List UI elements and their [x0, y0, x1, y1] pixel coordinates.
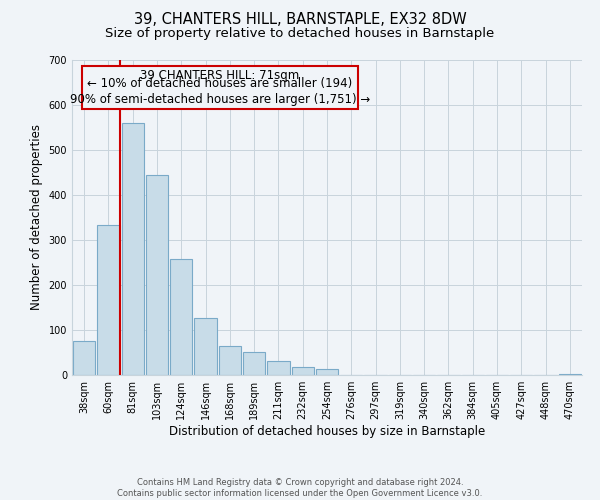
Bar — [243, 352, 265, 375]
Bar — [194, 318, 217, 375]
Text: Size of property relative to detached houses in Barnstaple: Size of property relative to detached ho… — [106, 28, 494, 40]
Text: 90% of semi-detached houses are larger (1,751) →: 90% of semi-detached houses are larger (… — [70, 93, 370, 106]
Y-axis label: Number of detached properties: Number of detached properties — [30, 124, 43, 310]
Bar — [559, 374, 581, 375]
Bar — [146, 175, 168, 375]
Text: 39 CHANTERS HILL: 71sqm: 39 CHANTERS HILL: 71sqm — [140, 70, 299, 82]
Bar — [218, 346, 241, 375]
Bar — [122, 123, 144, 375]
Bar — [97, 225, 119, 375]
Bar — [73, 341, 95, 375]
Text: 39, CHANTERS HILL, BARNSTAPLE, EX32 8DW: 39, CHANTERS HILL, BARNSTAPLE, EX32 8DW — [134, 12, 466, 28]
X-axis label: Distribution of detached houses by size in Barnstaple: Distribution of detached houses by size … — [169, 425, 485, 438]
Text: ← 10% of detached houses are smaller (194): ← 10% of detached houses are smaller (19… — [87, 77, 353, 90]
Bar — [292, 368, 314, 375]
Bar — [316, 369, 338, 375]
Bar — [267, 360, 290, 375]
Text: Contains HM Land Registry data © Crown copyright and database right 2024.
Contai: Contains HM Land Registry data © Crown c… — [118, 478, 482, 498]
FancyBboxPatch shape — [82, 66, 358, 109]
Bar — [170, 259, 193, 375]
